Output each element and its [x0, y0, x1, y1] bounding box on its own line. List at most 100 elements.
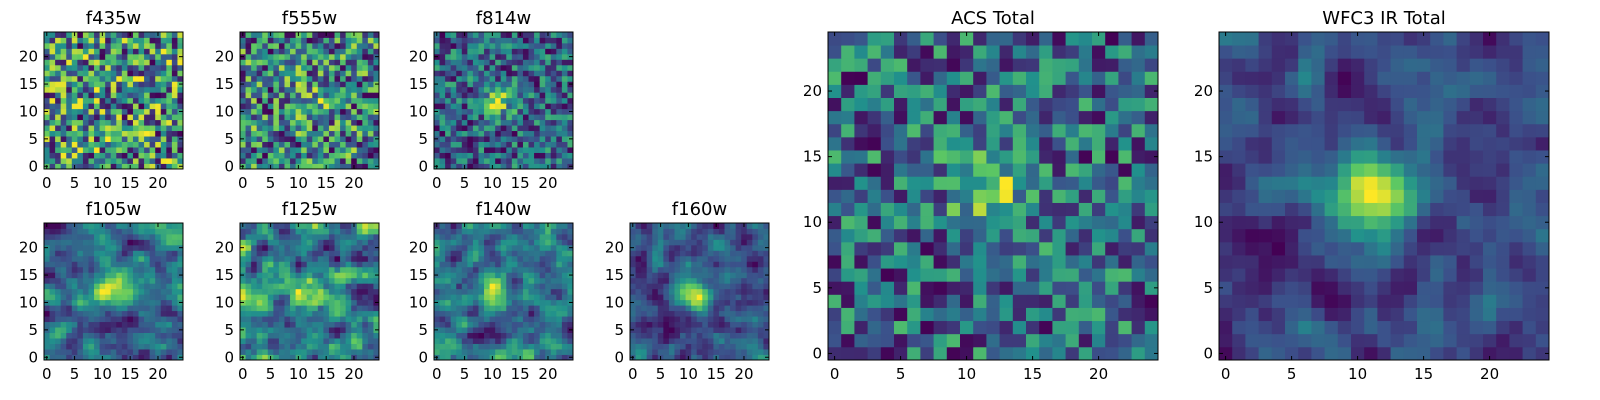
heatmap-cell — [439, 75, 446, 82]
heatmap-cell — [680, 299, 686, 306]
heatmap-cell — [545, 283, 552, 290]
heatmap-cell — [245, 75, 252, 82]
heatmap-cell — [160, 136, 167, 142]
heatmap-cell — [668, 228, 675, 235]
heatmap-cell — [116, 152, 123, 159]
heatmap-cell — [160, 244, 167, 251]
heatmap-cell — [1144, 228, 1159, 243]
heatmap-cell — [522, 299, 529, 306]
heatmap-cell — [267, 59, 274, 66]
heatmap-cell — [77, 277, 84, 284]
heatmap-cell — [171, 42, 178, 49]
heatmap-cell — [245, 233, 252, 240]
heatmap-cell — [680, 283, 686, 290]
heatmap-cell — [88, 86, 95, 93]
heatmap-cell — [345, 130, 352, 137]
heatmap-cell — [278, 244, 285, 251]
heatmap-cell — [60, 147, 67, 153]
heatmap-cell — [450, 158, 457, 164]
heatmap-cell — [127, 59, 134, 66]
heatmap-cell — [306, 103, 313, 110]
heatmap-cell — [138, 228, 145, 235]
heatmap-cell — [127, 338, 134, 344]
heatmap-cell — [500, 349, 507, 355]
heatmap-cell — [999, 294, 1014, 308]
heatmap-cell — [746, 233, 753, 240]
heatmap-cell — [707, 299, 714, 306]
heatmap-cell — [757, 272, 764, 279]
heatmap-cell — [340, 64, 347, 71]
heatmap-cell — [724, 310, 731, 317]
heatmap-cell — [461, 125, 468, 132]
heatmap-cell — [657, 272, 664, 279]
heatmap-cell — [641, 288, 648, 295]
heatmap-cell — [545, 250, 552, 257]
heatmap-cell — [528, 299, 535, 306]
heatmap-cell — [132, 266, 139, 273]
heatmap-cell — [746, 283, 753, 290]
heatmap-cell — [267, 299, 274, 306]
heatmap-cell — [251, 125, 258, 132]
heatmap-cell — [445, 261, 452, 268]
heatmap-cell — [986, 202, 1000, 217]
heatmap-cell — [484, 288, 490, 295]
heatmap-cell — [66, 152, 73, 159]
heatmap-cell — [741, 250, 748, 257]
heatmap-cell — [144, 114, 151, 121]
heatmap-cell — [880, 268, 895, 282]
heatmap-cell — [646, 338, 653, 344]
heatmap-cell — [138, 53, 145, 60]
heatmap-cell — [88, 272, 95, 279]
heatmap-cell — [495, 233, 502, 240]
heatmap-cell — [323, 152, 330, 159]
heatmap-cell — [691, 261, 698, 268]
heatmap-cell — [306, 343, 313, 350]
heatmap-cell — [295, 228, 302, 235]
heatmap-cell — [652, 283, 659, 290]
heatmap-cell — [55, 343, 62, 350]
heatmap-cell — [489, 158, 496, 164]
heatmap-cell — [1052, 346, 1066, 361]
heatmap-cell — [328, 48, 335, 55]
heatmap-cell — [439, 332, 446, 339]
heatmap-cell — [312, 294, 319, 301]
heatmap-cell — [713, 272, 720, 279]
heatmap-cell — [82, 244, 89, 251]
heatmap-cell — [735, 299, 742, 306]
heatmap-cell — [472, 103, 479, 110]
heatmap-cell — [456, 354, 463, 361]
heatmap-cell — [456, 250, 463, 257]
heatmap-cell — [256, 310, 263, 317]
heatmap-cell — [561, 152, 568, 159]
heatmap-cell — [668, 299, 675, 306]
heatmap-cell — [545, 86, 552, 93]
heatmap-cell — [500, 103, 507, 110]
heatmap-cell — [132, 42, 139, 49]
heatmap-cell — [691, 288, 698, 295]
heatmap-cell — [284, 305, 291, 312]
heatmap-cell — [356, 92, 363, 99]
heatmap-cell — [439, 255, 446, 262]
heatmap-cell — [456, 316, 463, 323]
heatmap-cell — [663, 255, 670, 262]
heatmap-cell — [267, 108, 274, 115]
heatmap-cell — [82, 37, 89, 44]
heatmap-cell — [484, 327, 490, 333]
heatmap-cell — [340, 130, 347, 137]
heatmap-cell — [500, 53, 507, 60]
heatmap-cell — [434, 147, 440, 153]
heatmap-cell — [367, 288, 374, 295]
heatmap-cell — [556, 233, 563, 240]
heatmap-cell — [301, 244, 308, 251]
heatmap-cell — [105, 233, 112, 240]
heatmap-cell — [345, 75, 352, 82]
heatmap-cell — [356, 233, 363, 240]
heatmap-cell — [561, 343, 568, 350]
heatmap-cell — [367, 70, 374, 77]
heatmap-cell — [746, 310, 753, 317]
heatmap-cell — [317, 338, 324, 344]
heatmap-cell — [960, 189, 974, 203]
heatmap-cell — [121, 277, 128, 284]
heatmap-cell — [545, 327, 552, 333]
heatmap-cell — [495, 59, 502, 66]
